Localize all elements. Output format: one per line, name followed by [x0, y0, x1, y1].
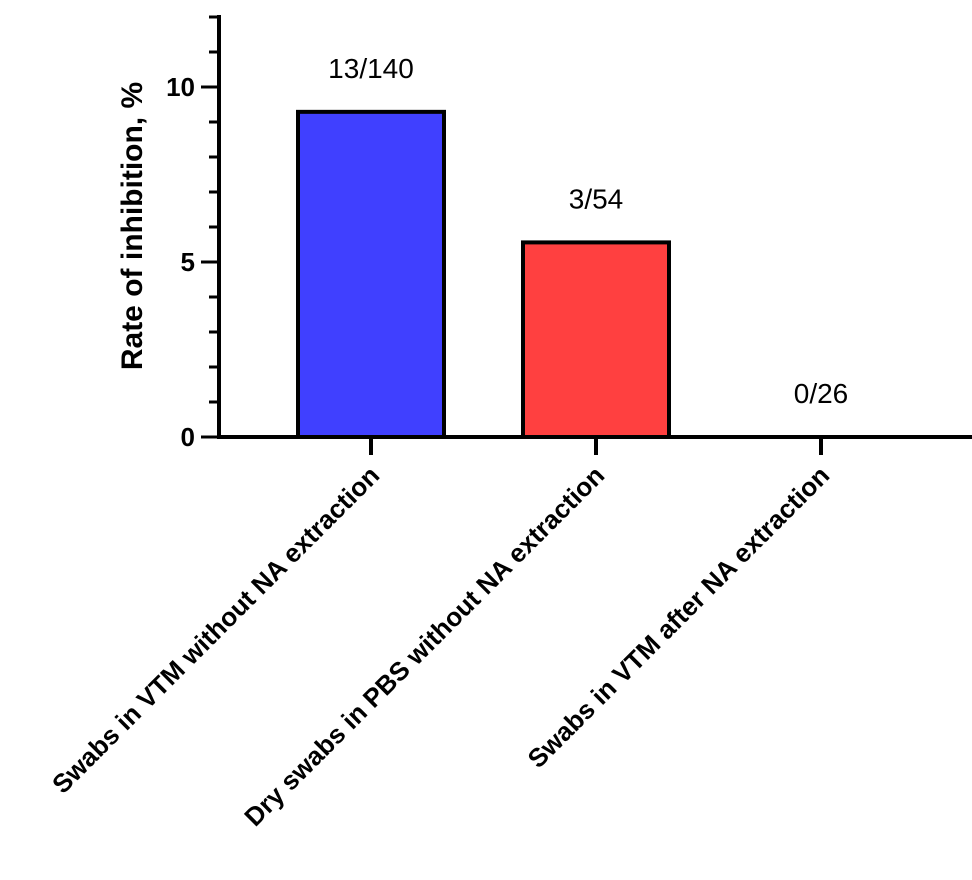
y-tick-label: 10	[166, 72, 195, 102]
y-tick-label: 0	[181, 422, 195, 452]
y-tick-label: 5	[181, 247, 195, 277]
data-label: 0/26	[794, 378, 849, 409]
bars	[296, 109, 671, 439]
data-label: 13/140	[328, 53, 414, 84]
x-category-label: Dry swabs in PBS without NA extraction	[238, 460, 610, 832]
data-label: 3/54	[569, 183, 624, 214]
y-axis-title: Rate of inhibition, %	[116, 82, 149, 370]
bar	[296, 109, 446, 439]
bar	[521, 240, 671, 439]
